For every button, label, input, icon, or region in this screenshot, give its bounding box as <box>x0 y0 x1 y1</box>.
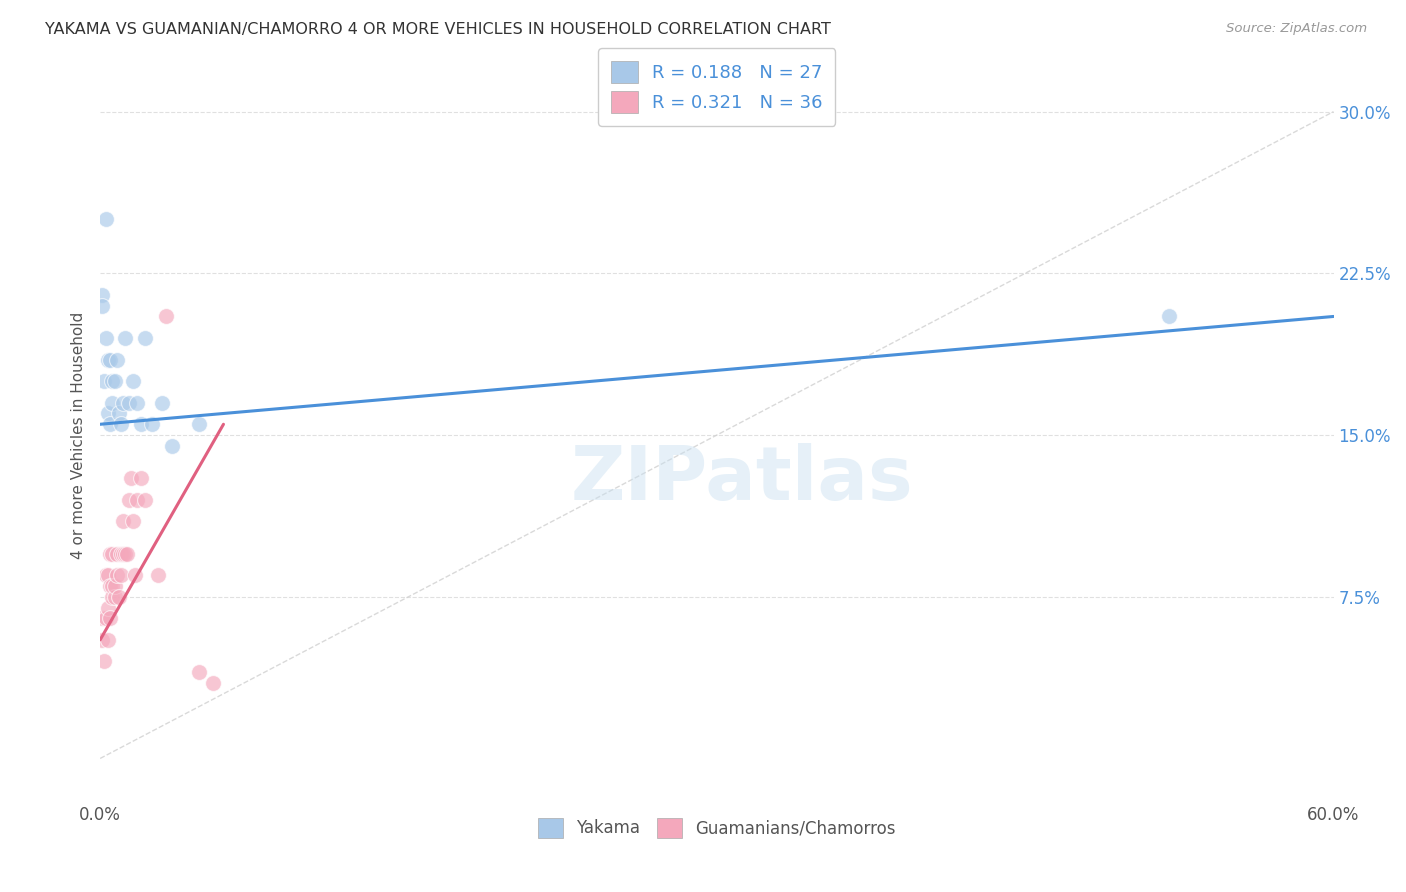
Point <box>105 547 128 561</box>
Point <box>103 590 125 604</box>
Point <box>97 407 120 421</box>
Y-axis label: 4 or more Vehicles in Household: 4 or more Vehicles in Household <box>72 311 86 558</box>
Point <box>101 590 124 604</box>
Point <box>120 471 142 485</box>
Point <box>141 417 163 432</box>
Legend: Yakama, Guamanians/Chamorros: Yakama, Guamanians/Chamorros <box>531 811 903 845</box>
Point <box>118 395 141 409</box>
Point <box>97 632 120 647</box>
Point <box>122 514 145 528</box>
Point <box>134 331 156 345</box>
Point <box>111 514 134 528</box>
Point <box>97 600 120 615</box>
Point <box>107 590 129 604</box>
Point <box>115 547 138 561</box>
Point <box>91 611 114 625</box>
Point <box>103 579 125 593</box>
Point <box>187 417 209 432</box>
Point <box>96 212 118 227</box>
Point <box>110 547 132 561</box>
Point <box>1157 310 1180 324</box>
Point <box>96 331 118 345</box>
Text: ZIPatlas: ZIPatlas <box>571 442 912 516</box>
Point <box>127 492 149 507</box>
Point <box>97 352 120 367</box>
Point <box>160 439 183 453</box>
Point <box>146 568 169 582</box>
Point <box>155 310 177 324</box>
Point <box>110 417 132 432</box>
Point <box>100 611 122 625</box>
Point <box>105 568 128 582</box>
Point <box>105 352 128 367</box>
Point <box>118 492 141 507</box>
Point <box>129 471 152 485</box>
Point <box>107 407 129 421</box>
Point <box>124 568 146 582</box>
Text: Source: ZipAtlas.com: Source: ZipAtlas.com <box>1226 22 1367 36</box>
Point <box>114 547 136 561</box>
Point <box>91 632 114 647</box>
Point <box>114 331 136 345</box>
Point <box>91 288 114 302</box>
Point <box>134 492 156 507</box>
Point <box>187 665 209 680</box>
Point <box>100 547 122 561</box>
Point <box>91 299 114 313</box>
Point <box>101 579 124 593</box>
Point <box>202 676 225 690</box>
Point <box>97 568 120 582</box>
Point <box>150 395 173 409</box>
Point <box>129 417 152 432</box>
Point <box>96 568 118 582</box>
Point <box>100 352 122 367</box>
Point <box>101 547 124 561</box>
Point <box>101 374 124 388</box>
Point <box>100 579 122 593</box>
Text: YAKAMA VS GUAMANIAN/CHAMORRO 4 OR MORE VEHICLES IN HOUSEHOLD CORRELATION CHART: YAKAMA VS GUAMANIAN/CHAMORRO 4 OR MORE V… <box>45 22 831 37</box>
Point <box>111 547 134 561</box>
Point <box>122 374 145 388</box>
Point <box>101 395 124 409</box>
Point <box>127 395 149 409</box>
Point <box>103 374 125 388</box>
Point <box>100 417 122 432</box>
Point <box>110 568 132 582</box>
Point <box>93 655 115 669</box>
Point <box>96 611 118 625</box>
Point <box>111 395 134 409</box>
Point <box>93 374 115 388</box>
